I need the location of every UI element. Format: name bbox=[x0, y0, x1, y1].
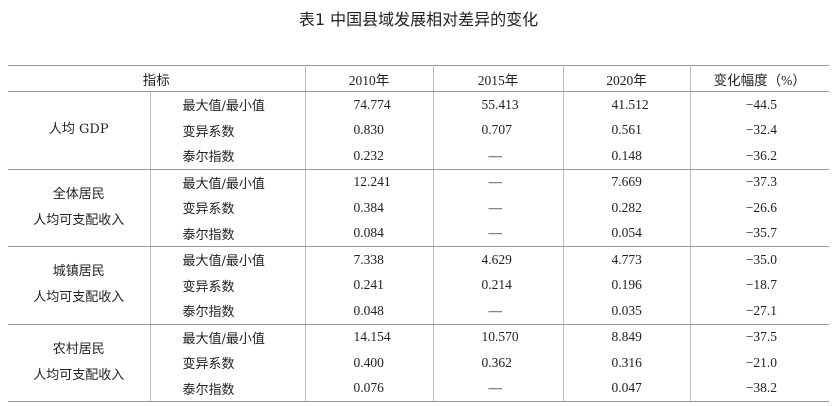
value-cell: — bbox=[433, 169, 564, 195]
value-cell: 7.669 bbox=[563, 169, 691, 195]
metric-name: 变异系数 bbox=[150, 350, 306, 376]
group-label-line: 人均 GDP bbox=[48, 122, 109, 138]
table-row: 农村居民 人均可支配收入 最大值/最小值 14.154 10.570 8.849 −37.5 bbox=[8, 324, 829, 402]
group-label-line: 人均可支配收入 bbox=[33, 212, 125, 228]
value-cell: 10.570 bbox=[433, 324, 564, 350]
metric-name: 泰尔指数 bbox=[150, 298, 306, 325]
change-cell: −27.1 bbox=[690, 298, 829, 325]
value-cell: 12.241 bbox=[305, 169, 434, 195]
change-cell: −35.7 bbox=[690, 220, 829, 247]
metric-name: 最大值/最小值 bbox=[150, 324, 306, 350]
value-cell: 0.561 bbox=[563, 117, 691, 143]
change-cell: −37.3 bbox=[745, 174, 777, 190]
metric-name: 泰尔指数 bbox=[150, 143, 306, 170]
change-cell: −26.6 bbox=[745, 199, 777, 215]
value-cell: 4.773 bbox=[563, 246, 691, 273]
value-cell: 0.084 bbox=[305, 220, 434, 247]
header-row: 指标 2010年 2015年 2020年 变化幅度（%） bbox=[8, 65, 829, 92]
group-label-line: 人均可支配收入 bbox=[33, 290, 125, 306]
value-cell: 7.338 bbox=[305, 246, 434, 273]
header-cell: 2010年 bbox=[305, 65, 434, 92]
metric-name: 最大值/最小值 bbox=[150, 91, 306, 118]
value-cell: 0.241 bbox=[305, 272, 434, 298]
group-label: 全体居民人均可支配收入 bbox=[8, 169, 151, 247]
metric-name: 泰尔指数 bbox=[150, 220, 306, 247]
value-cell: — bbox=[433, 298, 564, 325]
table-row: 城镇居民 人均可支配收入 最大值/最小值 7.338 4.629 4.773 −35.0 bbox=[8, 246, 829, 325]
value-cell: 0.830 bbox=[305, 117, 434, 143]
value-cell: — bbox=[433, 375, 564, 402]
value-cell: 0.035 bbox=[563, 298, 691, 325]
header-cell: 2015年 bbox=[433, 65, 564, 92]
header-cell: 变化幅度（%） bbox=[690, 65, 829, 92]
table-row: 泰尔指数 0.076—0.047 −38.2 bbox=[8, 375, 829, 402]
metric-name: 变异系数 bbox=[150, 272, 306, 298]
value-cell: 0.707 bbox=[433, 117, 564, 143]
table-row: 泰尔指数 0.048—0.035 −27.1 bbox=[8, 298, 829, 325]
group-label: 人均 GDP bbox=[8, 91, 151, 170]
value-cell: 8.849 bbox=[563, 324, 691, 350]
change-cell: −32.4 bbox=[745, 122, 777, 138]
table-row: 变异系数 0.384—0.282 −26.6 bbox=[8, 195, 829, 221]
value-cell: 0.196 bbox=[563, 272, 691, 298]
change-cell: −44.5 bbox=[745, 96, 777, 112]
change-cell: −21.0 bbox=[745, 354, 777, 370]
header-cell: 2020年 bbox=[563, 65, 691, 92]
group-label-line: 全体居民 bbox=[52, 186, 105, 202]
value-cell: 0.384 bbox=[305, 195, 434, 221]
value-cell: 0.148 bbox=[563, 143, 691, 170]
metric-name: 最大值/最小值 bbox=[150, 246, 306, 273]
table-body: 人均 GDP 最大值/最小值 74.774 55.413 41.512 −44.5 变异系数… bbox=[8, 91, 829, 402]
value-cell: 55.413 bbox=[433, 91, 564, 118]
table-row: 泰尔指数 0.084—0.054 −35.7 bbox=[8, 220, 829, 247]
value-cell: 0.232 bbox=[305, 143, 434, 170]
table-row: 变异系数 0.241 0.214 0.196 −18.7 bbox=[8, 272, 829, 298]
table-title: 表1 中国县域发展相对差异的变化 bbox=[298, 10, 539, 29]
value-cell: 14.154 bbox=[305, 324, 434, 350]
group-label-line: 农村居民 bbox=[52, 341, 105, 357]
value-cell: — bbox=[433, 220, 564, 247]
value-cell: — bbox=[433, 143, 564, 170]
data-table: 指标 2010年 2015年 2020年 变化幅度（%） 人均 GDP 最大值/最小值 74… bbox=[8, 65, 829, 402]
value-cell: 0.214 bbox=[433, 272, 564, 298]
value-cell: 74.774 bbox=[305, 91, 434, 118]
group-label-line: 人均可支配收入 bbox=[33, 367, 125, 383]
table-row: 全体居民 人均可支配收入 最大值/最小值 12.241—7.669 −37.3 bbox=[8, 169, 829, 247]
metric-name: 变异系数 bbox=[150, 117, 306, 143]
header-cell: 指标 bbox=[8, 65, 306, 92]
value-cell: 0.076 bbox=[305, 375, 434, 402]
table-row: 变异系数 0.830 0.707 0.561 −32.4 bbox=[8, 117, 829, 143]
value-cell: 0.282 bbox=[563, 195, 691, 221]
change-cell: −37.5 bbox=[745, 329, 777, 345]
value-cell: 0.047 bbox=[563, 375, 691, 402]
group-label: 城镇居民人均可支配收入 bbox=[8, 246, 151, 325]
group-label: 农村居民人均可支配收入 bbox=[8, 324, 151, 402]
value-cell: 0.316 bbox=[563, 350, 691, 376]
metric-name: 泰尔指数 bbox=[150, 375, 306, 402]
table-row: 人均 GDP 最大值/最小值 74.774 55.413 41.512 −44.5 bbox=[8, 91, 829, 170]
value-cell: — bbox=[433, 195, 564, 221]
value-cell: 0.054 bbox=[563, 220, 691, 247]
change-cell: −18.7 bbox=[745, 277, 777, 293]
group-label-line: 城镇居民 bbox=[52, 264, 105, 280]
change-cell: −36.2 bbox=[690, 143, 829, 170]
change-cell: −35.0 bbox=[745, 251, 777, 267]
table-row: 变异系数 0.400 0.362 0.316 −21.0 bbox=[8, 350, 829, 376]
value-cell: 41.512 bbox=[563, 91, 691, 118]
change-cell: −38.2 bbox=[690, 375, 829, 402]
table-row: 泰尔指数 0.232—0.148 −36.2 bbox=[8, 143, 829, 170]
value-cell: 0.048 bbox=[305, 298, 434, 325]
metric-name: 最大值/最小值 bbox=[150, 169, 306, 195]
value-cell: 4.629 bbox=[433, 246, 564, 273]
value-cell: 0.400 bbox=[305, 350, 434, 376]
metric-name: 变异系数 bbox=[150, 195, 306, 221]
value-cell: 0.362 bbox=[433, 350, 564, 376]
